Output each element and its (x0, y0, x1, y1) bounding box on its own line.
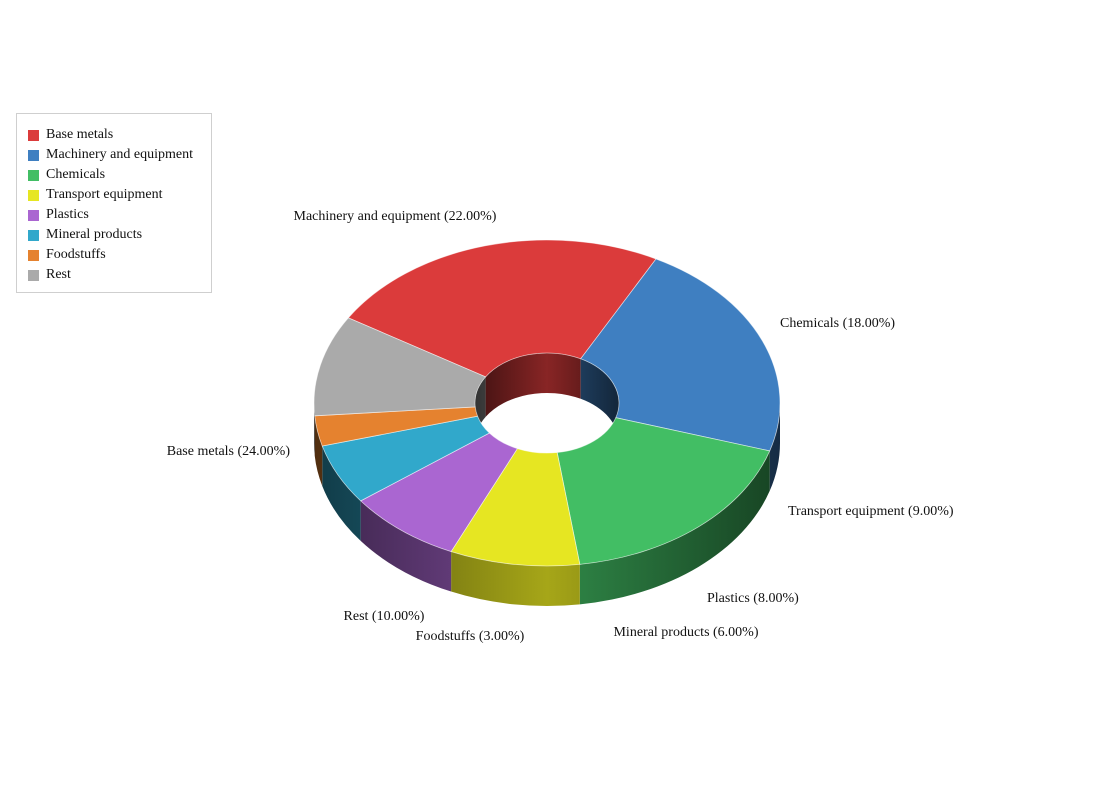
slice-chemicals[interactable] (556, 417, 771, 565)
legend-swatch (28, 229, 39, 241)
legend-item-machinery[interactable]: Machinery and equipment (28, 145, 211, 165)
side-wall-foodstuffs (314, 415, 323, 487)
legend-swatch (28, 129, 39, 141)
legend-label: Mineral products (46, 227, 143, 242)
chart-top-faces (313, 239, 781, 567)
slice-label-plastics: Plastics (8.00%) (707, 591, 799, 606)
slice-label-chemicals: Chemicals (18.00%) (780, 316, 895, 331)
legend-label: Plastics (46, 207, 89, 222)
legend-item-transport[interactable]: Transport equipment (28, 185, 211, 205)
legend-item-chemicals[interactable]: Chemicals (28, 165, 211, 185)
slice-base-metals[interactable] (347, 239, 657, 378)
legend-label: Chemicals (46, 167, 106, 182)
legend-item-rest[interactable]: Rest (28, 265, 211, 285)
legend-item-mineral[interactable]: Mineral products (28, 225, 211, 245)
chart-side-walls (314, 403, 780, 606)
slice-label-base-metals: Base metals (24.00%) (167, 444, 291, 459)
legend-item-foodstuffs[interactable]: Foodstuffs (28, 245, 211, 265)
slice-machinery-and-equipment[interactable] (580, 258, 781, 452)
legend-item-plastics[interactable]: Plastics (28, 205, 211, 225)
legend-label: Transport equipment (46, 187, 163, 202)
legend-label: Base metals (46, 127, 114, 142)
slice-label-machinery-and-equipment: Machinery and equipment (22.00%) (294, 209, 497, 224)
slice-label-foodstuffs: Foodstuffs (3.00%) (416, 629, 525, 644)
legend-swatch (28, 189, 39, 201)
slice-label-mineral-products: Mineral products (6.00%) (613, 625, 758, 640)
legend-swatch (28, 149, 39, 161)
inner-wall-machinery-and-equipment (580, 358, 619, 443)
chart-labels: Base metals (24.00%) Machinery and equipm… (167, 209, 954, 644)
slice-label-rest: Rest (10.00%) (344, 609, 425, 624)
slice-label-transport-equipment: Transport equipment (9.00%) (788, 504, 954, 519)
legend-label: Rest (46, 267, 71, 282)
legend-label: Machinery and equipment (46, 147, 193, 162)
slice-transport-equipment[interactable] (450, 448, 581, 567)
side-wall-chemicals (579, 450, 770, 605)
chart-legend: Base metals Machinery and equipment Chem… (16, 113, 212, 293)
legend-swatch (28, 169, 39, 181)
legend-swatch (28, 269, 39, 281)
legend-swatch (28, 209, 39, 221)
legend-swatch (28, 249, 39, 261)
side-wall-mineral-products (322, 446, 361, 541)
side-wall-machinery-and-equipment (769, 403, 780, 491)
slice-rest[interactable] (313, 317, 487, 417)
inner-wall-base-metals (485, 352, 581, 417)
legend-label: Foodstuffs (46, 247, 106, 262)
side-wall-transport-equipment (451, 551, 580, 606)
legend-item-base-metals[interactable]: Base metals (28, 125, 211, 145)
side-wall-plastics (360, 500, 452, 592)
